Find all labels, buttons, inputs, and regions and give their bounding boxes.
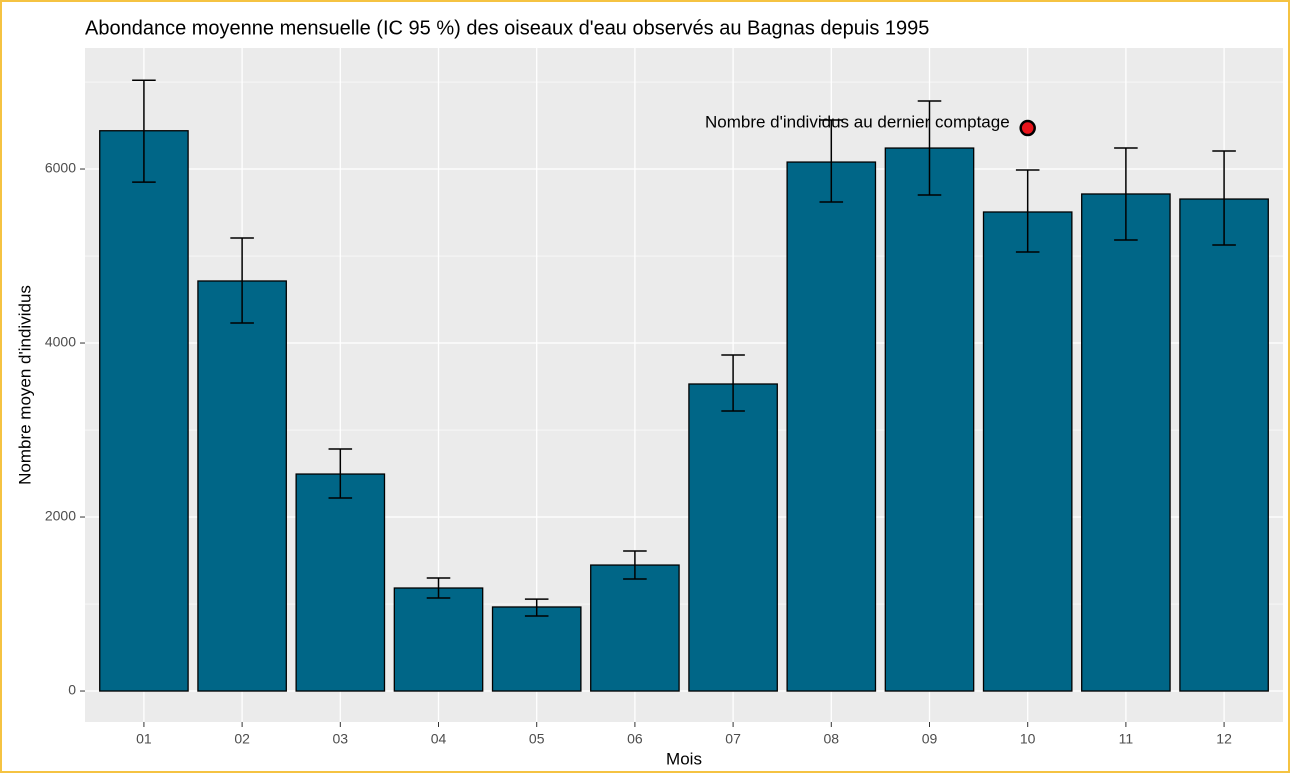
x-tick-label: 09 bbox=[922, 731, 938, 747]
annotation: Nombre d'individus au dernier comptage bbox=[705, 113, 1010, 132]
error-bar bbox=[819, 119, 844, 203]
error-bar bbox=[524, 598, 549, 617]
bar bbox=[99, 130, 189, 692]
x-tick-label: 06 bbox=[627, 731, 643, 747]
error-bar bbox=[1212, 150, 1236, 246]
y-tick-label: 0 bbox=[68, 682, 76, 698]
error-bar bbox=[426, 577, 451, 599]
y-tick-label: 2000 bbox=[45, 508, 76, 524]
y-tick-label: 6000 bbox=[45, 160, 76, 176]
error-bar bbox=[132, 79, 156, 183]
error-bar bbox=[230, 237, 254, 324]
x-axis-label: Mois bbox=[666, 749, 702, 768]
x-tick-label: 07 bbox=[725, 731, 741, 747]
chart-title: Abondance moyenne mensuelle (IC 95 %) de… bbox=[85, 17, 929, 39]
x-tick-label: 12 bbox=[1216, 731, 1232, 747]
y-tick-label: 4000 bbox=[45, 334, 76, 350]
x-tick-label: 04 bbox=[431, 731, 447, 747]
x-tick-label: 01 bbox=[136, 731, 152, 747]
bar bbox=[1081, 193, 1171, 692]
bar bbox=[688, 383, 778, 692]
error-bar bbox=[917, 100, 942, 196]
bar bbox=[295, 473, 386, 692]
error-bar bbox=[328, 448, 353, 499]
bar bbox=[491, 606, 582, 692]
error-bar bbox=[1114, 147, 1138, 241]
bar bbox=[393, 587, 484, 692]
x-tick-label: 05 bbox=[529, 731, 545, 747]
bar bbox=[590, 564, 680, 692]
x-tick-label: 08 bbox=[824, 731, 840, 747]
error-bar bbox=[623, 550, 647, 580]
x-tick-label: 03 bbox=[333, 731, 349, 747]
error-bar bbox=[721, 354, 745, 412]
bar bbox=[197, 280, 287, 692]
bar bbox=[1179, 198, 1269, 692]
x-tick-label: 11 bbox=[1119, 731, 1134, 747]
bar bbox=[884, 147, 975, 692]
y-axis-label: Nombre moyen d'individus bbox=[15, 285, 34, 485]
last-count-point bbox=[1019, 119, 1036, 137]
x-tick-label: 02 bbox=[234, 731, 250, 747]
x-tick-label: 10 bbox=[1020, 731, 1036, 747]
error-bar bbox=[1015, 169, 1040, 253]
bar bbox=[982, 211, 1073, 692]
bar bbox=[786, 161, 877, 692]
